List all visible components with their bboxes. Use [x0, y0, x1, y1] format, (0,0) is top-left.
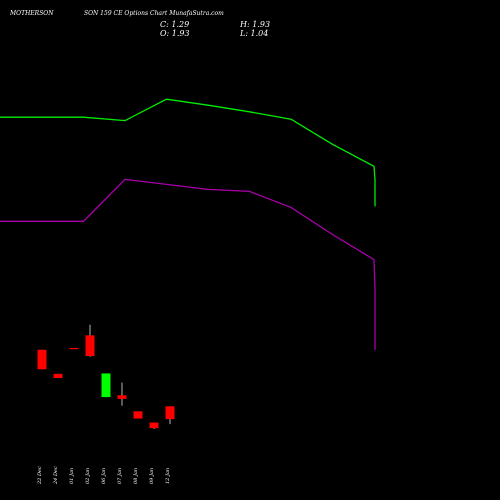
- candle-body: [37, 349, 47, 370]
- x-tick-labels: 22 Dec 24 Dec 01 Jan 02 Jan 06 Jan 07 Jan 08 J…: [37, 466, 171, 485]
- candle-body: [165, 406, 175, 420]
- x-tick-label: 22 Dec: [37, 466, 43, 485]
- chart-subtitle: SON 159 CE Options Chart MunafaSutra.com: [84, 10, 224, 17]
- chart-symbol: MOTHERSON: [9, 10, 54, 17]
- candle-body: [133, 411, 143, 419]
- candle-2: [69, 347, 79, 350]
- x-tick-label: 09 Jan: [149, 468, 155, 484]
- x-tick-label: 08 Jan: [133, 468, 139, 484]
- candle-body: [149, 422, 159, 429]
- candle-body: [53, 373, 63, 379]
- candle-body: [85, 335, 95, 356]
- x-tick-label: 24 Dec: [53, 466, 59, 485]
- x-tick-label: 12 Jan: [165, 468, 171, 484]
- open-label: O: 1.93: [160, 29, 190, 38]
- high-label: H: 1.93: [239, 20, 270, 29]
- overlay-lines: [0, 98, 376, 350]
- candle-1: [53, 373, 63, 379]
- candle-body: [101, 373, 111, 398]
- x-tick-label: 02 Jan: [85, 468, 91, 484]
- x-tick-label: 06 Jan: [101, 468, 107, 484]
- candle-body: [69, 347, 79, 350]
- low-label: L: 1.04: [239, 29, 268, 38]
- x-tick-label: 01 Jan: [69, 468, 75, 484]
- candle-8: [165, 406, 175, 425]
- candles: [37, 324, 175, 429]
- candle-4: [101, 373, 111, 398]
- candle-5: [117, 382, 127, 406]
- green-overlay-line: [0, 98, 376, 207]
- close-label: C: 1.29: [160, 20, 189, 29]
- candle-7: [149, 422, 159, 429]
- candle-6: [133, 411, 143, 419]
- candle-3: [85, 324, 95, 357]
- x-tick-label: 07 Jan: [117, 468, 123, 484]
- candle-0: [37, 349, 47, 370]
- purple-overlay-line: [0, 178, 376, 350]
- candle-body: [117, 395, 127, 399]
